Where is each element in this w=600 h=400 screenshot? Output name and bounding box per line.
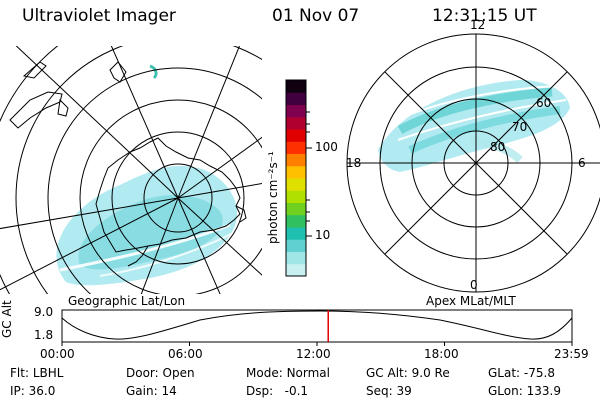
info-gain: Gain: 14: [126, 384, 177, 398]
colorbar-tick-10: 10: [315, 228, 331, 242]
info-glon: GLon: 133.9: [488, 384, 561, 398]
meridians-left: [0, 46, 262, 294]
date-label: 01 Nov 07: [272, 6, 360, 26]
info-mode: Mode: Normal: [246, 366, 330, 380]
colorbar-segment: [286, 227, 306, 240]
colorbar-segment: [286, 104, 306, 118]
info-glat: GLat: -75.8: [488, 366, 555, 380]
info-seq: Seq: 39: [366, 384, 412, 398]
info-door: Door: Open: [126, 366, 195, 380]
magnetic-caption: Apex MLat/MLT: [426, 294, 516, 308]
colorbar-segment: [286, 80, 306, 93]
timeline-xtick-1200: 12:00: [296, 347, 331, 361]
geographic-map-panel: [0, 46, 262, 294]
timeline-xtick-1800: 18:00: [424, 347, 459, 361]
info-flt: Flt: LBHL: [10, 366, 64, 380]
timeline-plot: [61, 309, 573, 346]
timeline-xtick-2359: 23:59: [554, 347, 589, 361]
colorbar-ticks: [306, 111, 312, 237]
colorbar-segment: [286, 214, 306, 228]
colorbar-unit-label: photon cm⁻²s⁻¹: [266, 151, 280, 244]
colorbar-segment: [286, 263, 306, 277]
instrument-title: Ultraviolet Imager: [22, 6, 176, 26]
mlat-label-70: 70: [512, 120, 528, 134]
colorbar-segment: [286, 92, 306, 105]
colorbar-segment: [286, 141, 306, 154]
colorbar-tick-100: 100: [315, 140, 338, 154]
latitude-circles-left: [0, 46, 262, 294]
info-ip: IP: 36.0: [10, 384, 56, 398]
mlt-label-18: 18: [346, 156, 362, 170]
colorbar-segment: [286, 202, 306, 216]
mlt-label-6: 6: [578, 156, 586, 170]
colorbar-segment: [286, 116, 306, 130]
timeline-xtick-0000: 00:00: [40, 347, 75, 361]
colorbar-segment: [286, 251, 306, 265]
antarctica-outline: [95, 137, 241, 253]
timeline-ytick-9: 9.0: [34, 305, 54, 319]
colorbar: [285, 79, 307, 277]
geographic-caption: Geographic Lat/Lon: [68, 294, 186, 308]
mlt-label-0: 0: [470, 278, 478, 292]
info-dsp: Dsp: -0.1: [246, 384, 309, 398]
timeline-ylabel: GC Alt: [0, 300, 14, 338]
time-label: 12:31:15 UT: [432, 6, 537, 26]
mlat-label-80: 80: [490, 140, 506, 154]
colorbar-segment: [286, 129, 306, 142]
colorbar-segment: [286, 165, 306, 179]
timeline-ytick-1_8: 1.8: [34, 328, 54, 342]
colorbar-segment: [286, 178, 306, 191]
colorbar-border: [285, 79, 307, 277]
colorbar-segment: [286, 239, 306, 252]
colorbar-segment: [286, 190, 306, 203]
timeline-xtick-0600: 06:00: [168, 347, 203, 361]
info-gc-alt: GC Alt: 9.0 Re: [366, 366, 450, 380]
mlat-label-60: 60: [536, 96, 552, 110]
colorbar-segment: [286, 153, 306, 167]
magnetic-polar-panel: [346, 33, 600, 293]
mlt-label-12: 12: [470, 18, 486, 32]
